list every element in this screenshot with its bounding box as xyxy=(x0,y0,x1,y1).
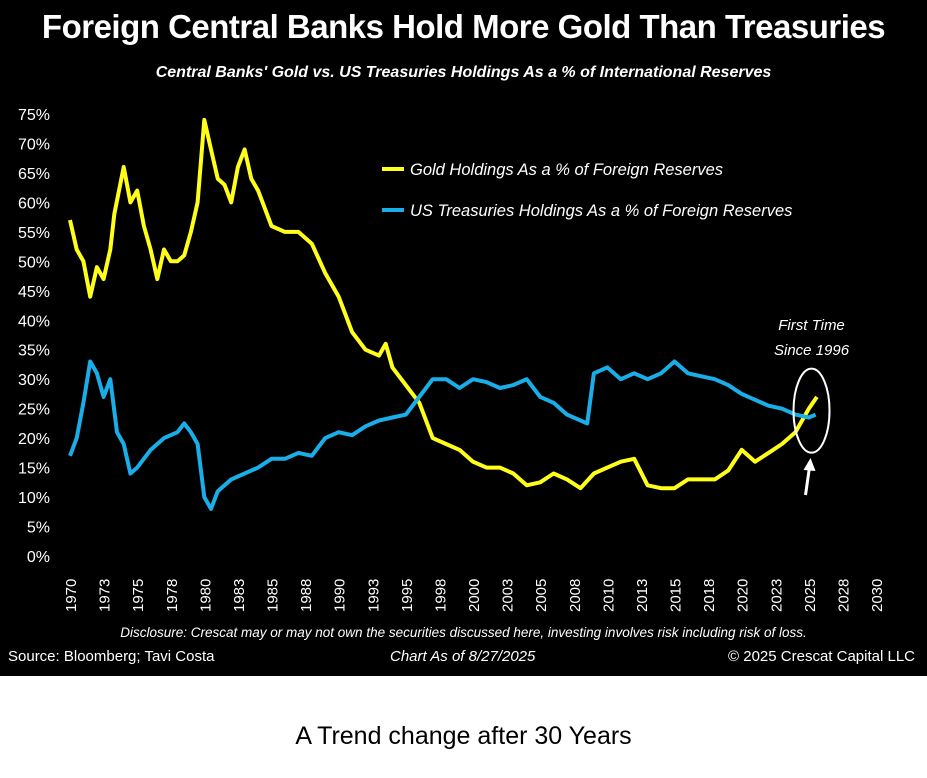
y-tick-label: 10% xyxy=(18,490,50,507)
gold-series-line xyxy=(68,117,819,491)
y-tick-label: 5% xyxy=(27,520,50,537)
x-tick-label: 1995 xyxy=(399,579,416,612)
x-tick-label: 1980 xyxy=(197,579,214,612)
x-tick-label: 2010 xyxy=(600,579,617,612)
legend-treasuries-label: US Treasuries Holdings As a % of Foreign… xyxy=(410,202,792,220)
x-tick-label: 1973 xyxy=(97,579,114,612)
y-tick-label: 70% xyxy=(18,136,50,153)
chart-date: Chart As of 8/27/2025 xyxy=(390,648,536,665)
x-tick-label: 2030 xyxy=(869,579,886,612)
x-tick-label: 2015 xyxy=(668,579,685,612)
y-tick-label: 20% xyxy=(18,431,50,448)
x-tick-label: 1988 xyxy=(298,579,315,612)
arrow-shaft xyxy=(804,466,812,496)
copyright-text: © 2025 Crescat Capital LLC xyxy=(728,648,915,665)
y-tick-label: 65% xyxy=(18,166,50,183)
x-tick-label: 1978 xyxy=(164,579,181,612)
arrow-head-icon xyxy=(803,458,816,471)
x-tick-label: 2003 xyxy=(500,579,517,612)
y-tick-label: 55% xyxy=(18,225,50,242)
x-tick-label: 2020 xyxy=(735,579,752,612)
x-tick-label: 2025 xyxy=(802,579,819,612)
x-tick-label: 1983 xyxy=(231,579,248,612)
chart-title: Foreign Central Banks Hold More Gold Tha… xyxy=(41,8,886,45)
x-tick-label: 1990 xyxy=(332,579,349,612)
y-tick-label: 40% xyxy=(18,313,50,330)
line-chart: 0% 5% 10% 15% 20% 25% 30% 35% 40% 45% 50% 55% 60% 65%… xyxy=(18,107,886,612)
y-tick-label: 15% xyxy=(18,461,50,478)
y-tick-label: 75% xyxy=(18,107,50,124)
y-tick-label: 50% xyxy=(18,254,50,271)
treasuries-series-line xyxy=(68,359,817,511)
y-tick-label: 35% xyxy=(18,343,50,360)
chart-subtitle: Central Banks' Gold vs. US Treasuries Ho… xyxy=(155,64,772,81)
image-caption: A Trend change after 30 Years xyxy=(295,722,632,750)
legend-gold-label: Gold Holdings As a % of Foreign Reserves xyxy=(410,161,723,179)
x-tick-label: 1998 xyxy=(432,579,449,612)
x-tick-label: 2028 xyxy=(835,579,852,612)
disclosure-text: Disclosure: Crescat may or may not own t… xyxy=(120,625,807,640)
x-tick-label: 2000 xyxy=(466,579,483,612)
x-tick-label: 2013 xyxy=(634,579,651,612)
y-tick-label: 45% xyxy=(18,284,50,301)
x-tick-label: 1970 xyxy=(63,579,80,612)
x-tick-label: 2008 xyxy=(567,579,584,612)
annotation-line2: Since 1996 xyxy=(774,342,850,359)
x-tick-label: 1985 xyxy=(265,579,282,612)
source-text: Source: Bloomberg; Tavi Costa xyxy=(8,648,215,665)
y-tick-label: 25% xyxy=(18,402,50,419)
x-tick-label: 1975 xyxy=(130,579,147,612)
y-tick-label: 30% xyxy=(18,372,50,389)
highlight-circle xyxy=(792,367,831,454)
y-tick-label: 60% xyxy=(18,195,50,212)
x-tick-label: 2018 xyxy=(701,579,718,612)
annotation-line1: First Time xyxy=(778,317,845,334)
y-tick-label: 0% xyxy=(27,549,50,566)
x-tick-label: 2005 xyxy=(533,579,550,612)
chart-panel: Foreign Central Banks Hold More Gold Tha… xyxy=(0,0,927,676)
x-tick-label: 2023 xyxy=(768,579,785,612)
x-tick-label: 1993 xyxy=(365,579,382,612)
